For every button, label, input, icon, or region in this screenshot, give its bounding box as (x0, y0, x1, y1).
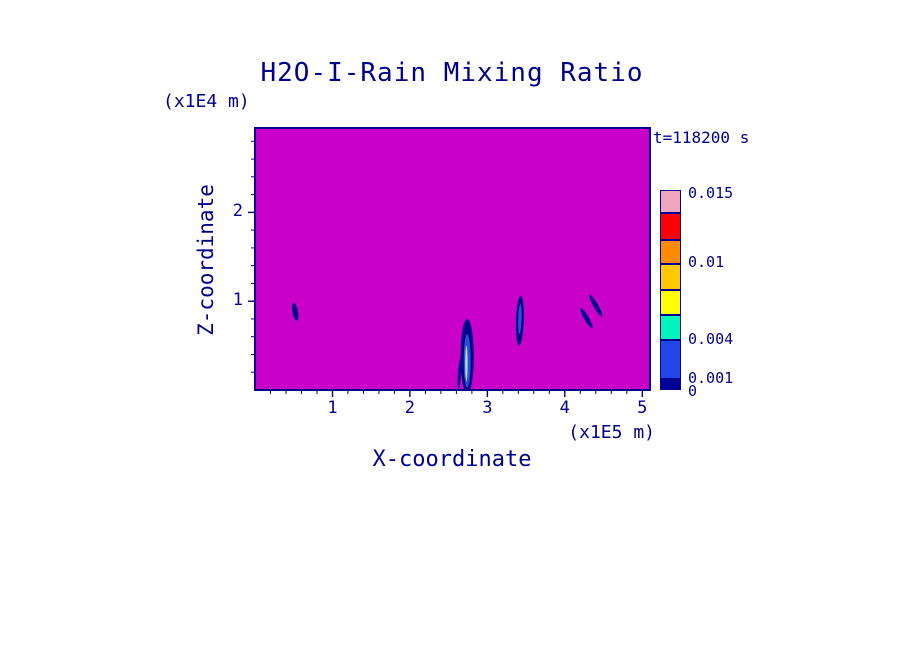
x-axis-unit-label: (x1E5 m) (568, 422, 655, 443)
colorbar (660, 190, 681, 390)
colorbar-segment (660, 379, 681, 390)
colorbar-label: 0.01 (688, 253, 725, 271)
rain-core (589, 294, 603, 317)
colorbar-segment (660, 240, 681, 264)
x-tick-label: 1 (327, 398, 338, 418)
colorbar-label: 0.004 (688, 330, 734, 348)
x-tick-label: 4 (559, 398, 570, 418)
colorbar-segment (660, 340, 681, 379)
colorbar-segment (660, 264, 681, 290)
colorbar-segment (660, 213, 681, 240)
y-axis-unit-label: (x1E4 m) (163, 91, 250, 112)
y-tick-label: 2 (232, 201, 243, 222)
rain-core (465, 345, 468, 382)
colorbar-label: 0.015 (688, 184, 734, 202)
chart-title: H2O-I-Rain Mixing Ratio (260, 58, 644, 88)
x-tick-label: 5 (637, 398, 648, 418)
colorbar-label: 0 (688, 382, 698, 400)
rain-core (292, 303, 299, 321)
colorbar-segment (660, 290, 681, 315)
rain-core (518, 303, 522, 334)
y-axis-label: Z-coordinate (194, 184, 218, 336)
y-tick-label: 1 (232, 290, 243, 311)
plot-frame (254, 127, 651, 391)
x-tick-label: 2 (404, 398, 416, 418)
colorbar-segment (660, 190, 681, 213)
colorbar-label: 0.001 (688, 369, 734, 387)
x-axis-label: X-coordinate (372, 447, 532, 472)
x-tick-label: 3 (482, 398, 493, 418)
mixing-ratio-field (255, 128, 650, 390)
colorbar-segment (660, 315, 681, 340)
rain-core (580, 308, 593, 329)
plot-area (248, 127, 651, 397)
rain-core (457, 358, 462, 390)
time-label: t=118200 s (653, 128, 750, 147)
